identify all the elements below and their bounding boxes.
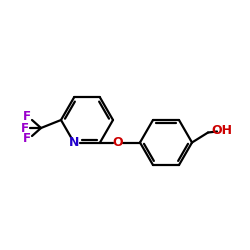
Text: F: F — [23, 132, 31, 145]
Text: F: F — [21, 122, 29, 134]
Text: N: N — [69, 136, 79, 149]
Text: OH: OH — [212, 124, 233, 137]
Text: F: F — [23, 110, 31, 124]
Text: O: O — [113, 136, 123, 149]
